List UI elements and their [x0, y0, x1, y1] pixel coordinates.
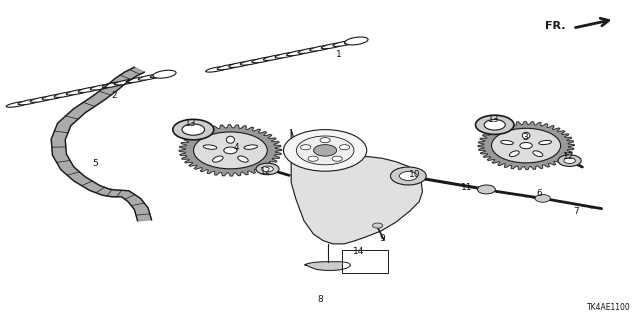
Circle shape	[301, 145, 311, 150]
Ellipse shape	[212, 156, 223, 162]
Ellipse shape	[344, 38, 367, 44]
Text: 14: 14	[353, 247, 364, 256]
Text: 13: 13	[488, 115, 500, 124]
Circle shape	[320, 138, 330, 143]
Circle shape	[535, 195, 550, 202]
Ellipse shape	[500, 140, 513, 145]
Text: TK4AE1100: TK4AE1100	[587, 303, 630, 312]
Ellipse shape	[241, 59, 263, 65]
Ellipse shape	[522, 132, 530, 139]
Text: 8: 8	[317, 295, 323, 304]
Ellipse shape	[321, 43, 344, 49]
Circle shape	[492, 128, 561, 163]
Circle shape	[476, 115, 514, 134]
Ellipse shape	[54, 92, 77, 97]
Ellipse shape	[153, 70, 176, 78]
Circle shape	[193, 132, 268, 169]
Ellipse shape	[150, 72, 173, 78]
Text: 13: 13	[185, 119, 196, 128]
Ellipse shape	[252, 57, 275, 63]
Ellipse shape	[287, 50, 309, 56]
Text: 7: 7	[573, 207, 579, 216]
Ellipse shape	[237, 156, 248, 162]
Ellipse shape	[275, 52, 298, 58]
Ellipse shape	[138, 74, 161, 80]
Ellipse shape	[18, 99, 41, 105]
Circle shape	[372, 223, 383, 228]
Text: 3: 3	[522, 133, 527, 142]
Ellipse shape	[90, 84, 113, 90]
Text: 5: 5	[92, 159, 97, 168]
Text: 1: 1	[337, 50, 342, 59]
Polygon shape	[291, 130, 422, 244]
Ellipse shape	[227, 136, 234, 143]
Ellipse shape	[126, 77, 149, 83]
Polygon shape	[478, 122, 574, 170]
Circle shape	[520, 142, 532, 149]
Ellipse shape	[67, 89, 89, 95]
Ellipse shape	[30, 97, 53, 102]
Ellipse shape	[228, 62, 252, 68]
Polygon shape	[51, 67, 152, 221]
Ellipse shape	[78, 87, 101, 92]
Text: 12: 12	[563, 152, 574, 161]
Text: FR.: FR.	[545, 20, 565, 31]
Ellipse shape	[204, 145, 217, 149]
Circle shape	[308, 156, 318, 161]
Circle shape	[564, 158, 575, 164]
Ellipse shape	[533, 151, 543, 156]
Text: 11: 11	[461, 183, 473, 192]
Circle shape	[339, 145, 349, 150]
Polygon shape	[305, 262, 351, 270]
Circle shape	[558, 155, 581, 166]
Circle shape	[332, 156, 342, 161]
Ellipse shape	[42, 94, 65, 100]
Ellipse shape	[205, 66, 228, 72]
Circle shape	[256, 163, 279, 175]
Circle shape	[182, 124, 205, 135]
FancyBboxPatch shape	[342, 250, 388, 273]
Circle shape	[390, 167, 426, 185]
Circle shape	[477, 185, 495, 194]
Circle shape	[314, 145, 337, 156]
Ellipse shape	[217, 64, 240, 70]
Ellipse shape	[6, 101, 29, 107]
Ellipse shape	[298, 48, 321, 53]
Ellipse shape	[115, 79, 137, 85]
Text: 4: 4	[234, 143, 239, 152]
Ellipse shape	[244, 145, 257, 149]
Ellipse shape	[333, 41, 356, 46]
Circle shape	[173, 119, 214, 140]
Ellipse shape	[539, 140, 552, 145]
Text: 9: 9	[380, 234, 385, 243]
Circle shape	[224, 147, 237, 154]
Ellipse shape	[345, 37, 368, 45]
Text: 2: 2	[111, 92, 116, 100]
Ellipse shape	[102, 82, 125, 88]
Ellipse shape	[310, 45, 332, 51]
Polygon shape	[179, 125, 282, 176]
Circle shape	[284, 130, 367, 171]
Text: 12: 12	[260, 167, 271, 176]
Text: 10: 10	[409, 170, 420, 179]
Circle shape	[399, 172, 417, 180]
Circle shape	[262, 166, 273, 172]
Ellipse shape	[264, 55, 286, 60]
Circle shape	[296, 136, 354, 165]
Ellipse shape	[509, 151, 519, 156]
Text: 6: 6	[536, 189, 541, 198]
Circle shape	[484, 119, 506, 130]
